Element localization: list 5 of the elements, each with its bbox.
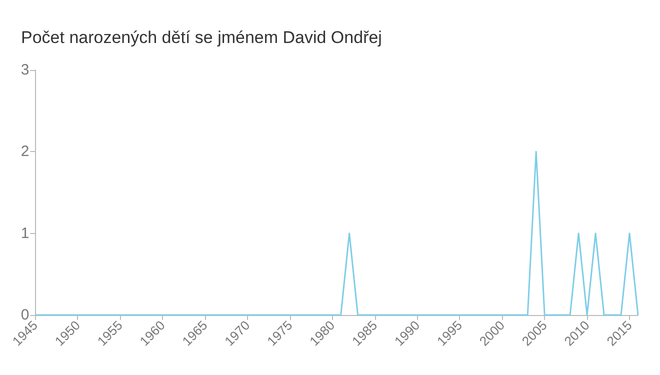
y-tick-label: 1 [20,224,30,242]
chart-title: Počet narozených dětí se jménem David Ondřej [21,28,382,47]
y-tick-label: 0 [20,306,30,324]
y-tick-label: 3 [20,62,30,78]
y-tick-label: 2 [20,143,30,160]
